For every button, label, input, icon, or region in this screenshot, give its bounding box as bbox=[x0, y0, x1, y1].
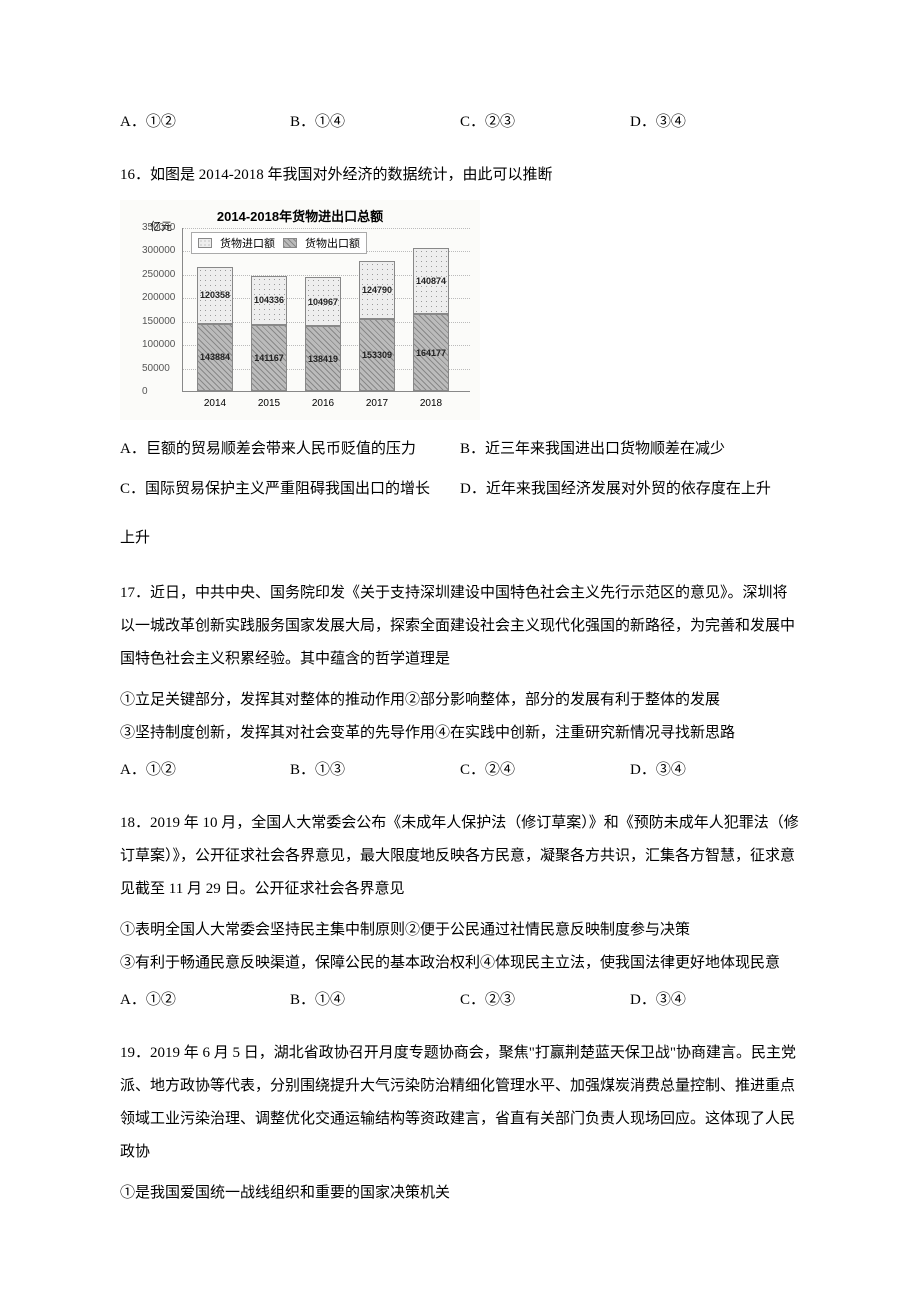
q15-options: A．①② B．①④ C．②③ D．③④ bbox=[120, 110, 800, 131]
chart-value-export: 153309 bbox=[359, 350, 395, 360]
q17-option-c: C．②④ bbox=[460, 758, 630, 779]
legend-swatch-import bbox=[198, 238, 212, 248]
q15-option-b: B．①④ bbox=[290, 110, 460, 131]
q17-statement-2: ③坚持制度创新，发挥其对社会变革的先导作用④在实践中创新，注重研究新情况寻找新思… bbox=[120, 717, 800, 750]
chart-value-export: 164177 bbox=[413, 348, 449, 358]
legend-label-export: 货物出口额 bbox=[305, 235, 360, 251]
q16-option-a: A．巨额的贸易顺差会带来人民币贬值的压力 bbox=[120, 434, 460, 464]
chart-value-export: 143884 bbox=[197, 352, 233, 362]
q17-option-d: D．③④ bbox=[630, 758, 800, 779]
q16-stem: 16．如图是 2014-2018 年我国对外经济的数据统计，由此可以推断 bbox=[120, 159, 800, 192]
chart-plot: 货物进口额货物出口额143884120358201414116710433620… bbox=[182, 228, 470, 392]
chart-value-import: 104336 bbox=[251, 295, 287, 305]
q18-statement-1: ①表明全国人大常委会坚持民主集中制原则②便于公民通过社情民意反映制度参与决策 bbox=[120, 914, 800, 947]
q15-option-a: A．①② bbox=[120, 110, 290, 131]
chart-xtick: 2017 bbox=[351, 398, 403, 409]
legend-swatch-export bbox=[283, 238, 297, 248]
q17-statement-1: ①立足关键部分，发挥其对整体的推动作用②部分影响整体，部分的发展有利于整体的发展 bbox=[120, 684, 800, 717]
q18-option-c: C．②③ bbox=[460, 988, 630, 1009]
q18-option-d: D．③④ bbox=[630, 988, 800, 1009]
chart-ytick: 200000 bbox=[142, 292, 175, 303]
chart-value-import: 104967 bbox=[305, 297, 341, 307]
chart-ytick: 0 bbox=[142, 386, 148, 397]
q18-option-b: B．①④ bbox=[290, 988, 460, 1009]
chart-xtick: 2014 bbox=[189, 398, 241, 409]
chart-xtick: 2018 bbox=[405, 398, 457, 409]
chart-value-import: 124790 bbox=[359, 285, 395, 295]
q16-options: A．巨额的贸易顺差会带来人民币贬值的压力 B．近三年来我国进出口货物顺差在减少 … bbox=[120, 434, 800, 514]
chart-value-export: 138419 bbox=[305, 354, 341, 364]
chart-xtick: 2016 bbox=[297, 398, 349, 409]
q18-stem: 18．2019 年 10 月，全国人大常委会公布《未成年人保护法（修订草案）》和… bbox=[120, 807, 800, 906]
chart-ytick: 250000 bbox=[142, 269, 175, 280]
chart-ytick: 350000 bbox=[142, 222, 175, 233]
q17-option-b: B．①③ bbox=[290, 758, 460, 779]
chart-legend: 货物进口额 货物出口额 bbox=[191, 232, 367, 254]
chart-ytick: 300000 bbox=[142, 245, 175, 256]
q19-stem: 19．2019 年 6 月 5 日，湖北省政协召开月度专题协商会，聚焦"打赢荆楚… bbox=[120, 1037, 800, 1169]
q16-option-b: B．近三年来我国进出口货物顺差在减少 bbox=[460, 434, 800, 464]
q17-options: A．①② B．①③ C．②④ D．③④ bbox=[120, 758, 800, 779]
chart-value-import: 140874 bbox=[413, 276, 449, 286]
q17-stem: 17．近日，中共中央、国务院印发《关于支持深圳建设中国特色社会主义先行示范区的意… bbox=[120, 577, 800, 676]
q18-option-a: A．①② bbox=[120, 988, 290, 1009]
q18-options: A．①② B．①④ C．②③ D．③④ bbox=[120, 988, 800, 1009]
q18-statement-2: ③有利于畅通民意反映渠道，保障公民的基本政治权利④体现民主立法，使我国法律更好地… bbox=[120, 947, 800, 980]
q16-option-c: C．国际贸易保护主义严重阻碍我国出口的增长 bbox=[120, 474, 460, 504]
q16-option-cont: 上升 bbox=[120, 522, 800, 555]
q19-statement-1: ①是我国爱国统一战线组织和重要的国家决策机关 bbox=[120, 1177, 800, 1210]
q15-option-d: D．③④ bbox=[630, 110, 800, 131]
chart-ytick: 100000 bbox=[142, 339, 175, 350]
chart-ytick: 50000 bbox=[142, 363, 170, 374]
chart-value-import: 120358 bbox=[197, 290, 233, 300]
q15-option-c: C．②③ bbox=[460, 110, 630, 131]
q16-chart: 亿元 2014-2018年货物进出口总额 货物进口额货物出口额143884120… bbox=[120, 200, 480, 420]
chart-xtick: 2015 bbox=[243, 398, 295, 409]
q16-option-d: D．近年来我国经济发展对外贸的依存度在上升 bbox=[460, 474, 800, 504]
chart-value-export: 141167 bbox=[251, 353, 287, 363]
chart-ytick: 150000 bbox=[142, 316, 175, 327]
legend-label-import: 货物进口额 bbox=[220, 235, 275, 251]
q17-option-a: A．①② bbox=[120, 758, 290, 779]
